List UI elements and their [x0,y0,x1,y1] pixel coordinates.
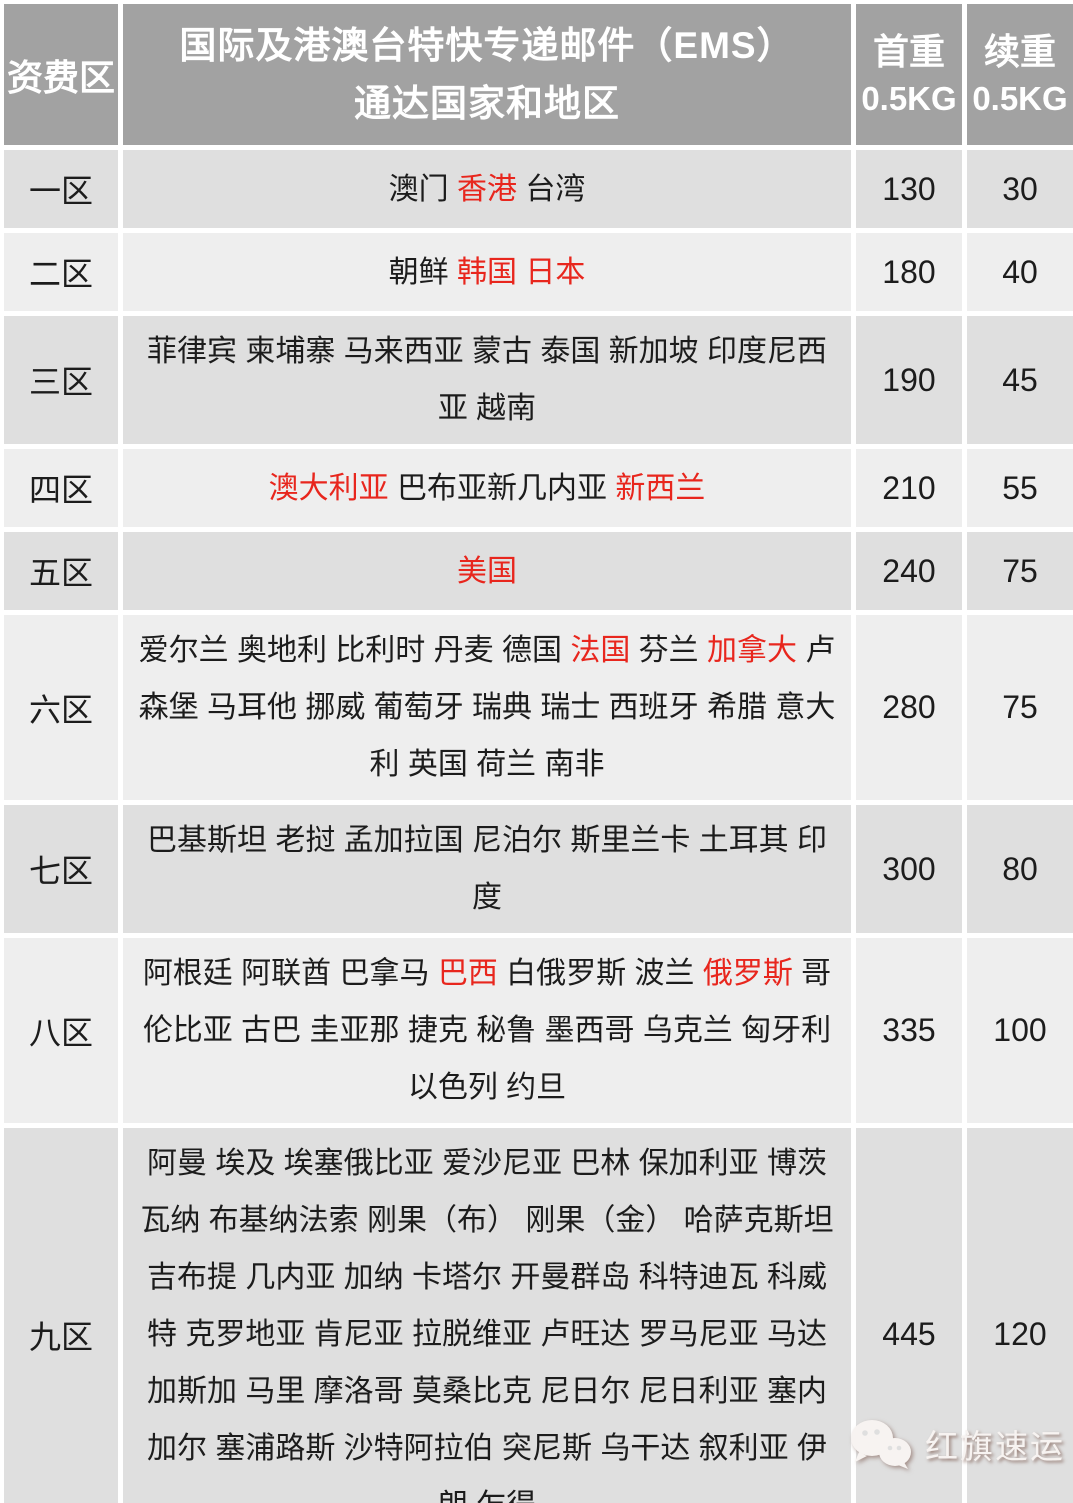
first-weight-column-header: 首重 0.5KG [856,4,962,145]
country-name: 台湾 [517,172,586,206]
additional-weight-value: 55 [967,449,1073,527]
country-name: 澳门 [388,172,457,206]
countries-text: 爱尔兰 奥地利 比利时 丹麦 德国 法国 芬兰 加拿大 卢森堡 马耳他 挪威 葡… [137,622,837,793]
countries-cell: 菲律宾 柬埔寨 马来西亚 蒙古 泰国 新加坡 印度尼西亚 越南 [123,316,851,444]
first-weight-value: 240 [856,532,962,610]
country-name-highlight: 加拿大 [707,634,797,667]
additional-weight-value: 100 [967,938,1073,1123]
zone-column-header: 资费区 [4,4,118,145]
zone-label: 九区 [4,1128,118,1503]
zone-label: 三区 [4,316,118,444]
first-weight-value: 180 [856,233,962,311]
country-name: 哥伦比亚 古巴 圭亚那 捷克 秘鲁 墨西哥 乌克兰 匈牙利 以色列 约旦 [142,957,832,1104]
first-weight-value: 335 [856,938,962,1123]
first-weight-value: 300 [856,805,962,933]
additional-weight-header-label: 续重 [983,30,1056,72]
countries-text: 朝鲜 韩国 日本 [389,244,586,301]
additional-weight-column-header: 续重 0.5KG [967,4,1073,145]
brand-watermark-text: 红旗速运 [925,1428,1065,1465]
zone-label: 二区 [4,233,118,311]
countries-cell: 澳大利亚 巴布亚新几内亚 新西兰 [123,449,851,527]
countries-text: 菲律宾 柬埔寨 马来西亚 蒙古 泰国 新加坡 印度尼西亚 越南 [137,323,837,437]
countries-text: 巴基斯坦 老挝 孟加拉国 尼泊尔 斯里兰卡 土耳其 印度 [137,812,837,926]
table-header-row: 资费区 国际及港澳台特快专递邮件（EMS） 通达国家和地区 首重 0.5KG 续… [4,4,1073,145]
additional-weight-value: 45 [967,316,1073,444]
country-name-highlight: 巴西 [437,957,498,990]
additional-weight-value: 75 [967,615,1073,800]
wechat-icon [851,1420,911,1469]
additional-weight-value: 80 [967,805,1073,933]
table-row: 七区 巴基斯坦 老挝 孟加拉国 尼泊尔 斯里兰卡 土耳其 印度 300 80 [4,805,1073,933]
country-name-highlight: 新西兰 [615,471,706,505]
additional-weight-value: 120 [967,1128,1073,1503]
additional-weight-value: 75 [967,532,1073,610]
first-weight-header-label: 首重 [872,30,945,72]
country-name: 阿曼 埃及 埃塞俄比亚 爱沙尼亚 巴林 保加利亚 博茨瓦纳 布基纳法索 刚果（布… [140,1147,834,1503]
country-name: 阿根廷 阿联酋 巴拿马 [142,957,438,990]
country-name-highlight: 澳大利亚 [268,471,389,505]
country-name-highlight: 香港 [457,172,517,206]
zone-label: 五区 [4,532,118,610]
country-name: 爱尔兰 奥地利 比利时 丹麦 德国 [138,634,571,667]
zone-label: 四区 [4,449,118,527]
table-row: 八区 阿根廷 阿联酋 巴拿马 巴西 白俄罗斯 波兰 俄罗斯 哥伦比亚 古巴 圭亚那… [4,938,1073,1123]
first-weight-value: 190 [856,316,962,444]
country-name-highlight: 法国 [570,634,631,667]
rate-table-body: 一区 澳门 香港 台湾 130 30 二区 朝鲜 韩国 日本 180 40 三区 菲律宾 柬埔寨 … [4,150,1073,1503]
table-row: 一区 澳门 香港 台湾 130 30 [4,150,1073,228]
additional-weight-header-unit: 0.5KG [972,79,1068,117]
country-name: 巴布亚新几内亚 [388,471,616,505]
country-name-highlight: 俄罗斯 [702,957,793,990]
first-weight-value: 130 [856,150,962,228]
country-name: 卢森堡 马耳他 挪威 葡萄牙 瑞典 瑞士 西班牙 希腊 意大利 英国 荷兰 南非 [138,634,836,781]
table-row: 三区 菲律宾 柬埔寨 马来西亚 蒙古 泰国 新加坡 印度尼西亚 越南 190 45 [4,316,1073,444]
table-row: 二区 朝鲜 韩国 日本 180 40 [4,233,1073,311]
country-name: 菲律宾 柬埔寨 马来西亚 蒙古 泰国 新加坡 印度尼西亚 越南 [146,335,827,425]
countries-text: 澳门 香港 台湾 [389,161,586,218]
countries-cell: 爱尔兰 奥地利 比利时 丹麦 德国 法国 芬兰 加拿大 卢森堡 马耳他 挪威 葡… [123,615,851,800]
table-row: 五区 美国 240 75 [4,532,1073,610]
countries-cell: 巴基斯坦 老挝 孟加拉国 尼泊尔 斯里兰卡 土耳其 印度 [123,805,851,933]
countries-cell: 澳门 香港 台湾 [123,150,851,228]
brand-watermark: 红旗速运 [849,1418,1065,1470]
first-weight-value: 210 [856,449,962,527]
country-name: 白俄罗斯 波兰 [497,957,703,990]
additional-weight-value: 30 [967,150,1073,228]
countries-text: 阿根廷 阿联酋 巴拿马 巴西 白俄罗斯 波兰 俄罗斯 哥伦比亚 古巴 圭亚那 捷… [137,945,837,1116]
table-row: 四区 澳大利亚 巴布亚新几内亚 新西兰 210 55 [4,449,1073,527]
table-title-line1: 国际及港澳台特快专递邮件（EMS） [179,25,795,67]
first-weight-header-unit: 0.5KG [861,79,957,117]
country-name: 朝鲜 [388,255,457,289]
countries-column-header: 国际及港澳台特快专递邮件（EMS） 通达国家和地区 [123,4,851,145]
countries-cell: 阿曼 埃及 埃塞俄比亚 爱沙尼亚 巴林 保加利亚 博茨瓦纳 布基纳法索 刚果（布… [123,1128,851,1503]
countries-cell: 朝鲜 韩国 日本 [123,233,851,311]
countries-text: 阿曼 埃及 埃塞俄比亚 爱沙尼亚 巴林 保加利亚 博茨瓦纳 布基纳法索 刚果（布… [137,1135,837,1503]
zone-label: 六区 [4,615,118,800]
table-row: 六区 爱尔兰 奥地利 比利时 丹麦 德国 法国 芬兰 加拿大 卢森堡 马耳他 挪威… [4,615,1073,800]
additional-weight-value: 40 [967,233,1073,311]
country-name-highlight: 韩国 日本 [457,255,586,289]
country-name: 巴基斯坦 老挝 孟加拉国 尼泊尔 斯里兰卡 土耳其 印度 [146,824,827,914]
zone-label: 七区 [4,805,118,933]
first-weight-value: 280 [856,615,962,800]
zone-label: 八区 [4,938,118,1123]
zone-label: 一区 [4,150,118,228]
table-row: 九区 阿曼 埃及 埃塞俄比亚 爱沙尼亚 巴林 保加利亚 博茨瓦纳 布基纳法索 刚果… [4,1128,1073,1503]
countries-cell: 美国 [123,532,851,610]
countries-text: 美国 [457,543,517,600]
countries-cell: 阿根廷 阿联酋 巴拿马 巴西 白俄罗斯 波兰 俄罗斯 哥伦比亚 古巴 圭亚那 捷… [123,938,851,1123]
table-title-line2: 通达国家和地区 [354,82,620,124]
countries-text: 澳大利亚 巴布亚新几内亚 新西兰 [269,460,706,517]
country-name: 芬兰 [630,634,707,667]
country-name-highlight: 美国 [457,554,517,588]
